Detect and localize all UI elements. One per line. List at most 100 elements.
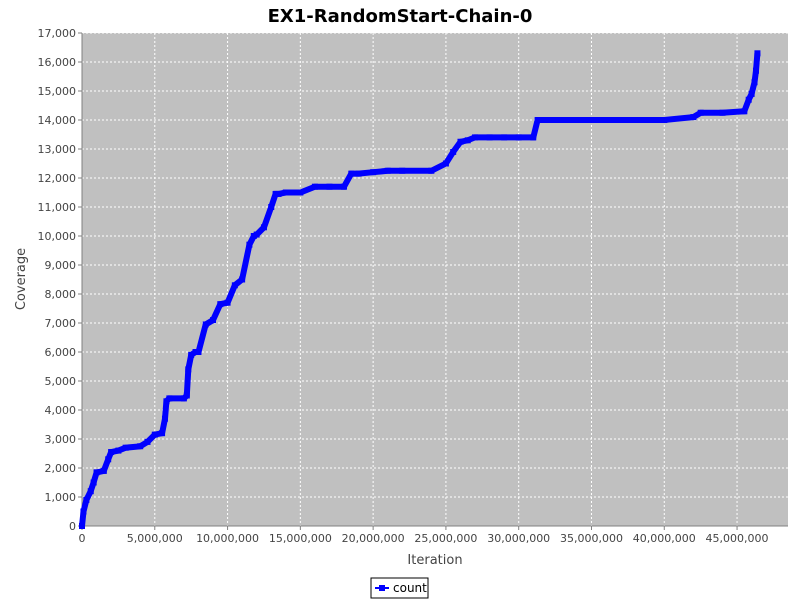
data-point: [515, 134, 522, 141]
data-point: [268, 204, 275, 210]
data-point: [282, 189, 289, 196]
data-point: [253, 231, 260, 238]
data-point: [188, 351, 195, 358]
x-tick-label: 45,000,000: [706, 532, 769, 545]
legend-box: [370, 577, 429, 599]
y-tick-label: 5,000: [45, 375, 77, 388]
data-point: [450, 148, 457, 155]
legend-swatch-marker: [379, 585, 385, 591]
x-tick-label: 35,000,000: [560, 532, 623, 545]
chart-title: EX1-RandomStart-Chain-0: [268, 6, 533, 27]
data-point: [100, 467, 107, 474]
data-point: [370, 169, 377, 176]
data-point: [166, 395, 173, 402]
y-tick-label: 3,000: [45, 433, 77, 446]
data-point: [217, 301, 224, 308]
data-point: [183, 392, 190, 399]
data-point: [428, 167, 435, 174]
y-tick-label: 8,000: [45, 288, 77, 301]
data-point: [137, 443, 144, 450]
x-tick-label: 40,000,000: [633, 532, 696, 545]
x-tick-label: 25,000,000: [414, 532, 477, 545]
data-point: [93, 469, 100, 476]
series-layer: [79, 50, 761, 529]
data-point: [326, 183, 333, 190]
data-point: [588, 117, 595, 123]
y-tick-label: 15,000: [38, 85, 77, 98]
data-point: [690, 114, 697, 121]
data-point: [752, 67, 759, 74]
y-tick-label: 7,000: [45, 317, 77, 330]
x-axis-title: Iteration: [407, 553, 462, 568]
y-tick-label: 1,000: [45, 491, 77, 504]
data-point: [751, 79, 758, 86]
y-tick-label: 12,000: [38, 172, 77, 185]
data-point: [754, 50, 761, 57]
data-point: [210, 317, 217, 324]
data-point: [90, 479, 97, 486]
data-point: [159, 430, 166, 437]
data-point: [202, 321, 209, 328]
data-point: [195, 349, 202, 355]
data-point: [442, 160, 449, 167]
plot-area: [82, 33, 788, 526]
legend-label: count: [393, 581, 427, 595]
data-point: [151, 431, 158, 438]
data-point: [457, 138, 464, 145]
data-point: [79, 523, 85, 529]
data-point: [275, 190, 282, 197]
data-point: [122, 444, 129, 451]
y-tick-label: 6,000: [45, 346, 77, 359]
data-point: [534, 117, 541, 123]
y-tick-label: 17,000: [38, 27, 77, 40]
y-tick-label: 2,000: [45, 462, 77, 475]
x-tick-label: 10,000,000: [196, 532, 259, 545]
y-tick-label: 14,000: [38, 114, 77, 127]
data-point: [399, 167, 406, 174]
data-point: [719, 109, 726, 116]
data-point: [745, 96, 752, 103]
data-point: [231, 282, 238, 289]
data-point: [384, 167, 391, 174]
data-point: [355, 170, 362, 177]
data-point: [661, 117, 668, 123]
data-point: [464, 137, 471, 144]
x-axis-ticks: 0 5,000,000 10,000,000 15,000,000 20,000,000…: [79, 526, 769, 545]
y-tick-label: 11,000: [38, 201, 77, 214]
data-point: [246, 241, 253, 248]
data-point: [348, 170, 355, 177]
data-point: [748, 90, 755, 97]
data-point: [224, 299, 231, 306]
data-point: [83, 496, 90, 503]
data-point: [341, 183, 348, 190]
y-tick-label: 0: [69, 520, 76, 533]
x-tick-label: 20,000,000: [342, 532, 405, 545]
y-tick-label: 13,000: [38, 143, 77, 156]
data-point: [260, 224, 267, 231]
legend: count: [370, 577, 429, 599]
data-point: [501, 134, 508, 141]
data-point: [115, 447, 122, 454]
y-tick-label: 4,000: [45, 404, 77, 417]
x-tick-label: 30,000,000: [487, 532, 550, 545]
x-tick-label: 5,000,000: [127, 532, 183, 545]
data-point: [108, 449, 115, 456]
data-point: [486, 134, 493, 141]
data-point: [741, 108, 748, 115]
data-point: [472, 134, 479, 141]
y-axis-title: Coverage: [14, 248, 29, 310]
data-point: [144, 438, 151, 445]
data-point: [697, 109, 704, 116]
y-axis-ticks: 0 1,000 2,000 3,000 4,000 5,000 6,000 7,000 8,00…: [38, 27, 82, 533]
data-point: [530, 134, 537, 141]
data-point: [297, 189, 304, 196]
data-point: [185, 366, 192, 373]
data-point: [80, 508, 87, 515]
data-point: [311, 183, 318, 190]
data-point: [105, 456, 112, 463]
x-tick-label: 15,000,000: [269, 532, 332, 545]
y-tick-label: 16,000: [38, 56, 77, 69]
x-tick-label: 0: [79, 532, 86, 545]
